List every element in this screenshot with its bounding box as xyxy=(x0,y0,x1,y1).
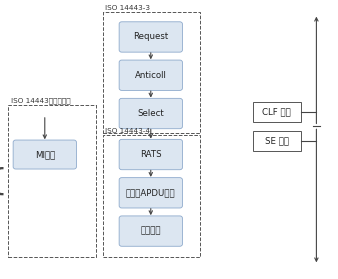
Bar xyxy=(252,131,301,151)
Bar xyxy=(103,12,200,133)
Text: 后续命令: 后续命令 xyxy=(141,227,161,235)
Text: ISO 14443-3: ISO 14443-3 xyxy=(105,5,150,11)
Text: ISO 14443未定义流程: ISO 14443未定义流程 xyxy=(11,97,71,104)
Text: CLF 处理: CLF 处理 xyxy=(262,108,291,117)
Bar xyxy=(103,135,200,257)
Text: Select: Select xyxy=(138,109,164,118)
Text: {: { xyxy=(0,167,7,196)
Text: Request: Request xyxy=(133,32,168,42)
FancyBboxPatch shape xyxy=(119,216,183,246)
Text: 第一条APDU命令: 第一条APDU命令 xyxy=(126,188,176,197)
FancyBboxPatch shape xyxy=(119,178,183,208)
FancyBboxPatch shape xyxy=(13,140,76,169)
Bar xyxy=(252,102,301,122)
Text: RATS: RATS xyxy=(140,150,162,159)
Text: ISO 14443-4: ISO 14443-4 xyxy=(105,128,150,134)
FancyBboxPatch shape xyxy=(119,98,183,129)
Text: SE 处理: SE 处理 xyxy=(265,136,289,145)
Text: MI流程: MI流程 xyxy=(35,150,55,159)
FancyBboxPatch shape xyxy=(119,140,183,170)
Bar xyxy=(8,105,96,257)
FancyBboxPatch shape xyxy=(119,22,183,52)
FancyBboxPatch shape xyxy=(119,60,183,90)
Text: Anticoll: Anticoll xyxy=(135,71,167,80)
